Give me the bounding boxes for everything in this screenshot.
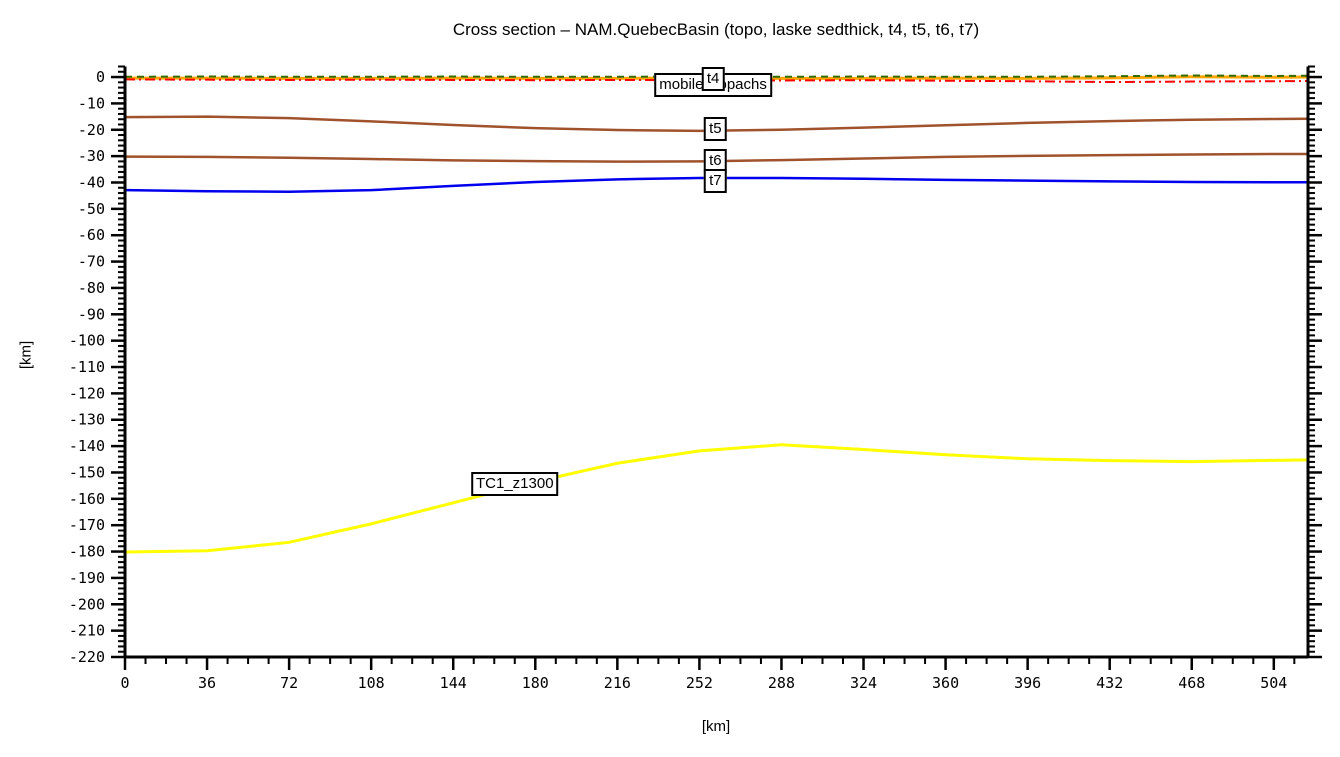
y-tick-label: -100 [69,332,105,350]
y-tick-label: -140 [69,437,105,455]
x-tick-label: 144 [440,674,467,692]
x-tick-label: 216 [604,674,631,692]
y-tick-label: -30 [78,147,105,165]
x-tick-label: 0 [120,674,129,692]
x-tick-label: 252 [686,674,713,692]
y-tick-label: -170 [69,516,105,534]
y-tick-label: -120 [69,384,105,402]
x-axis-label: [km] [701,718,731,735]
y-axis-label: [km] [17,340,35,370]
y-tick-label: -60 [78,226,105,244]
x-tick-label: 108 [358,674,385,692]
x-tick-label: 432 [1096,674,1123,692]
y-tick-label: -200 [69,595,105,613]
y-tick-label: -150 [69,463,105,481]
y-tick-label: -40 [78,173,105,191]
x-tick-label: 36 [198,674,216,692]
y-tick-label: -50 [78,200,105,218]
y-tick-label: -110 [69,358,105,376]
x-tick-label: 180 [522,674,549,692]
series-t5-line [124,115,1309,133]
chart-title: Cross section – NAM.QuebecBasin (topo, l… [452,20,980,39]
y-tick-label: -210 [69,622,105,640]
y-tick-label: -160 [69,490,105,508]
x-tick-label: 504 [1260,674,1287,692]
x-tick-label: 324 [850,674,877,692]
y-tick-label: -10 [78,94,105,112]
series-t6-line [124,152,1308,163]
series-t7-line [124,176,1308,193]
x-tick-label: 396 [1014,674,1041,692]
y-tick-label: -80 [78,279,105,297]
y-tick-label: -130 [69,411,105,429]
series-tc1-z1300-line [124,443,1309,554]
y-tick-label: -70 [78,253,105,271]
y-tick-label: 0 [96,68,105,86]
x-tick-label: 468 [1178,674,1205,692]
y-tick-label: -190 [69,569,105,587]
x-tick-label: 72 [280,674,298,692]
y-tick-label: -220 [69,648,105,666]
y-tick-label: -90 [78,305,105,323]
y-tick-label: -180 [69,543,105,561]
x-tick-label: 288 [768,674,795,692]
x-tick-label: 360 [932,674,959,692]
y-tick-label: -20 [78,121,105,139]
